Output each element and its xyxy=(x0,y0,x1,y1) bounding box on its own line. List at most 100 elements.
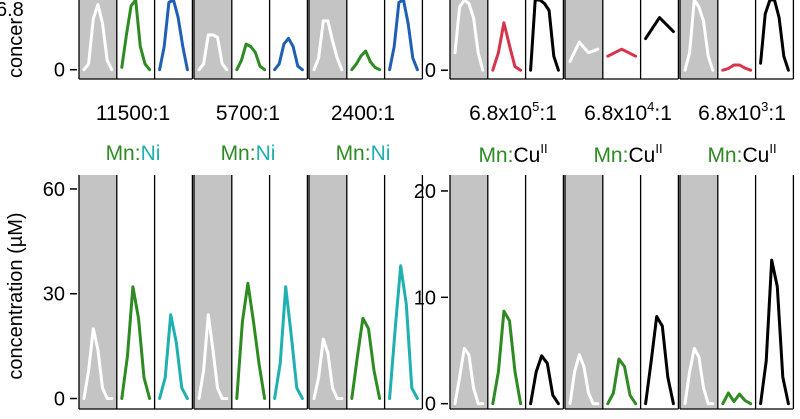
metal-text: Cu xyxy=(628,144,655,167)
ratio-label-cu-1: 6.8x105:1 xyxy=(469,99,557,125)
pair-label-ni-1: Mn:Ni xyxy=(106,142,161,165)
mn-text: Mn xyxy=(478,144,507,167)
oxidation-superscript: II xyxy=(540,141,547,156)
ratio-tail: :1 xyxy=(768,102,786,125)
y-axis-label: concentration (µM) xyxy=(5,212,27,379)
trace-cu_red xyxy=(721,63,753,72)
mn-text: Mn xyxy=(106,142,135,165)
trace-white_trace xyxy=(568,353,600,406)
trace-cu_black xyxy=(644,315,675,406)
oxidation-superscript: II xyxy=(769,141,776,156)
trace-ni_blue xyxy=(158,0,189,72)
ratio-base: 6.8x10 xyxy=(584,102,647,125)
trace-white_trace xyxy=(453,0,485,72)
pair-label-ni-2: Mn:Ni xyxy=(221,142,276,165)
ni-ratio-labels: 11500:1 5700:1 2400:1 xyxy=(96,102,395,125)
sep-text: : xyxy=(508,144,514,167)
ratio-tail: :1 xyxy=(539,102,557,125)
control-panel-background xyxy=(565,0,603,79)
ratio-exponent: 5 xyxy=(532,99,539,114)
y-tick-label: 0 xyxy=(54,389,65,411)
trace-ni_teal xyxy=(158,313,189,400)
trace-mn_green xyxy=(606,357,638,406)
y-tick-label: 10 xyxy=(414,287,436,309)
trace-white_trace xyxy=(197,313,229,400)
y-tick-label: 30 xyxy=(43,284,65,306)
y-tick-label: 60 xyxy=(43,179,65,201)
sep-text: : xyxy=(250,142,256,165)
trace-mn_green xyxy=(235,42,267,72)
ni-pair-labels: Mn:Ni Mn:Ni Mn:Ni xyxy=(106,142,391,165)
sep-text: : xyxy=(135,142,141,165)
metal-text: Ni xyxy=(371,142,391,165)
control-panel-background xyxy=(79,175,117,409)
trace-cu_black xyxy=(529,354,560,406)
chart-panel-top-left: 0 xyxy=(54,0,424,82)
ratio-label-ni-1: 11500:1 xyxy=(96,102,170,125)
trace-ni_blue xyxy=(273,36,304,72)
control-panel-background xyxy=(309,175,347,409)
chart-panel-top-right: 0 xyxy=(425,0,795,82)
ratio-label-ni-2: 5700:1 xyxy=(216,102,280,125)
ratio-exponent: 3 xyxy=(761,99,768,114)
sep-text: : xyxy=(365,142,371,165)
cu-ratio-labels: 6.8x105:1 6.8x104:1 6.8x103:1 xyxy=(469,99,786,125)
y-axis-label-top-cropped: concer xyxy=(5,18,27,78)
y-tick-label: 0 xyxy=(54,60,65,82)
metal-text: Ni xyxy=(141,142,161,165)
metal-text: Cu xyxy=(742,144,769,167)
trace-white_trace xyxy=(312,337,344,400)
trace-white_trace xyxy=(312,19,344,72)
trace-cu_black xyxy=(759,0,790,72)
trace-white_trace xyxy=(197,33,229,72)
control-panel-background xyxy=(450,175,488,409)
trace-cu_black xyxy=(529,0,560,72)
trace-white_trace xyxy=(683,0,715,72)
sep-text: : xyxy=(737,144,743,167)
trace-white_trace xyxy=(683,346,715,406)
trace-cu_red xyxy=(606,47,638,58)
trace-cu_black xyxy=(759,258,790,406)
pair-label-cu-2: Mn:CuII xyxy=(593,141,662,167)
chart-panel-bottom-right: 0 10 20 xyxy=(414,175,795,416)
trace-mn_green xyxy=(235,281,267,400)
trace-ni_blue xyxy=(388,0,419,72)
trace-white_trace xyxy=(453,346,485,406)
y-axis-label-top-prefix: 6.8 xyxy=(0,0,24,21)
trace-cu_red xyxy=(491,21,523,72)
ratio-exponent: 4 xyxy=(647,99,654,114)
trace-mn_green xyxy=(721,391,753,406)
trace-cu_black xyxy=(644,16,675,41)
trace-white_trace xyxy=(82,327,114,400)
control-panel-background xyxy=(194,175,232,409)
chart-panel-bottom-left: 0 30 60 xyxy=(43,175,424,411)
pair-label-cu-3: Mn:CuII xyxy=(707,141,776,167)
mn-text: Mn xyxy=(221,142,250,165)
trace-mn_green xyxy=(120,285,152,400)
trace-mn_green xyxy=(350,49,382,72)
trace-mn_green xyxy=(350,316,382,400)
ratio-base: 6.8x10 xyxy=(469,102,532,125)
trace-mn_green xyxy=(491,309,523,406)
ratio-label-cu-2: 6.8x104:1 xyxy=(584,99,672,125)
metal-text: Cu xyxy=(513,144,540,167)
ratio-tail: :1 xyxy=(654,102,672,125)
chart-panels: 0 0 0 30 60 0 10 20 xyxy=(43,0,795,416)
metal-text: Ni xyxy=(256,142,276,165)
oxidation-superscript: II xyxy=(655,141,662,156)
y-tick-label: 20 xyxy=(414,181,436,203)
ratio-label-ni-3: 2400:1 xyxy=(331,102,395,125)
trace-white_trace xyxy=(82,3,114,72)
sep-text: : xyxy=(623,144,629,167)
ratio-label-cu-3: 6.8x103:1 xyxy=(698,99,786,125)
ratio-base: 6.8x10 xyxy=(698,102,761,125)
mn-text: Mn xyxy=(336,142,365,165)
y-tick-label: 0 xyxy=(425,60,436,82)
cu-pair-labels: Mn:CuII Mn:CuII Mn:CuII xyxy=(478,141,776,167)
control-panel-background xyxy=(680,175,718,409)
trace-mn_green xyxy=(120,0,152,72)
trace-white_trace xyxy=(568,40,600,63)
mn-text: Mn xyxy=(593,144,622,167)
pair-label-ni-3: Mn:Ni xyxy=(336,142,391,165)
mn-text: Mn xyxy=(707,144,736,167)
